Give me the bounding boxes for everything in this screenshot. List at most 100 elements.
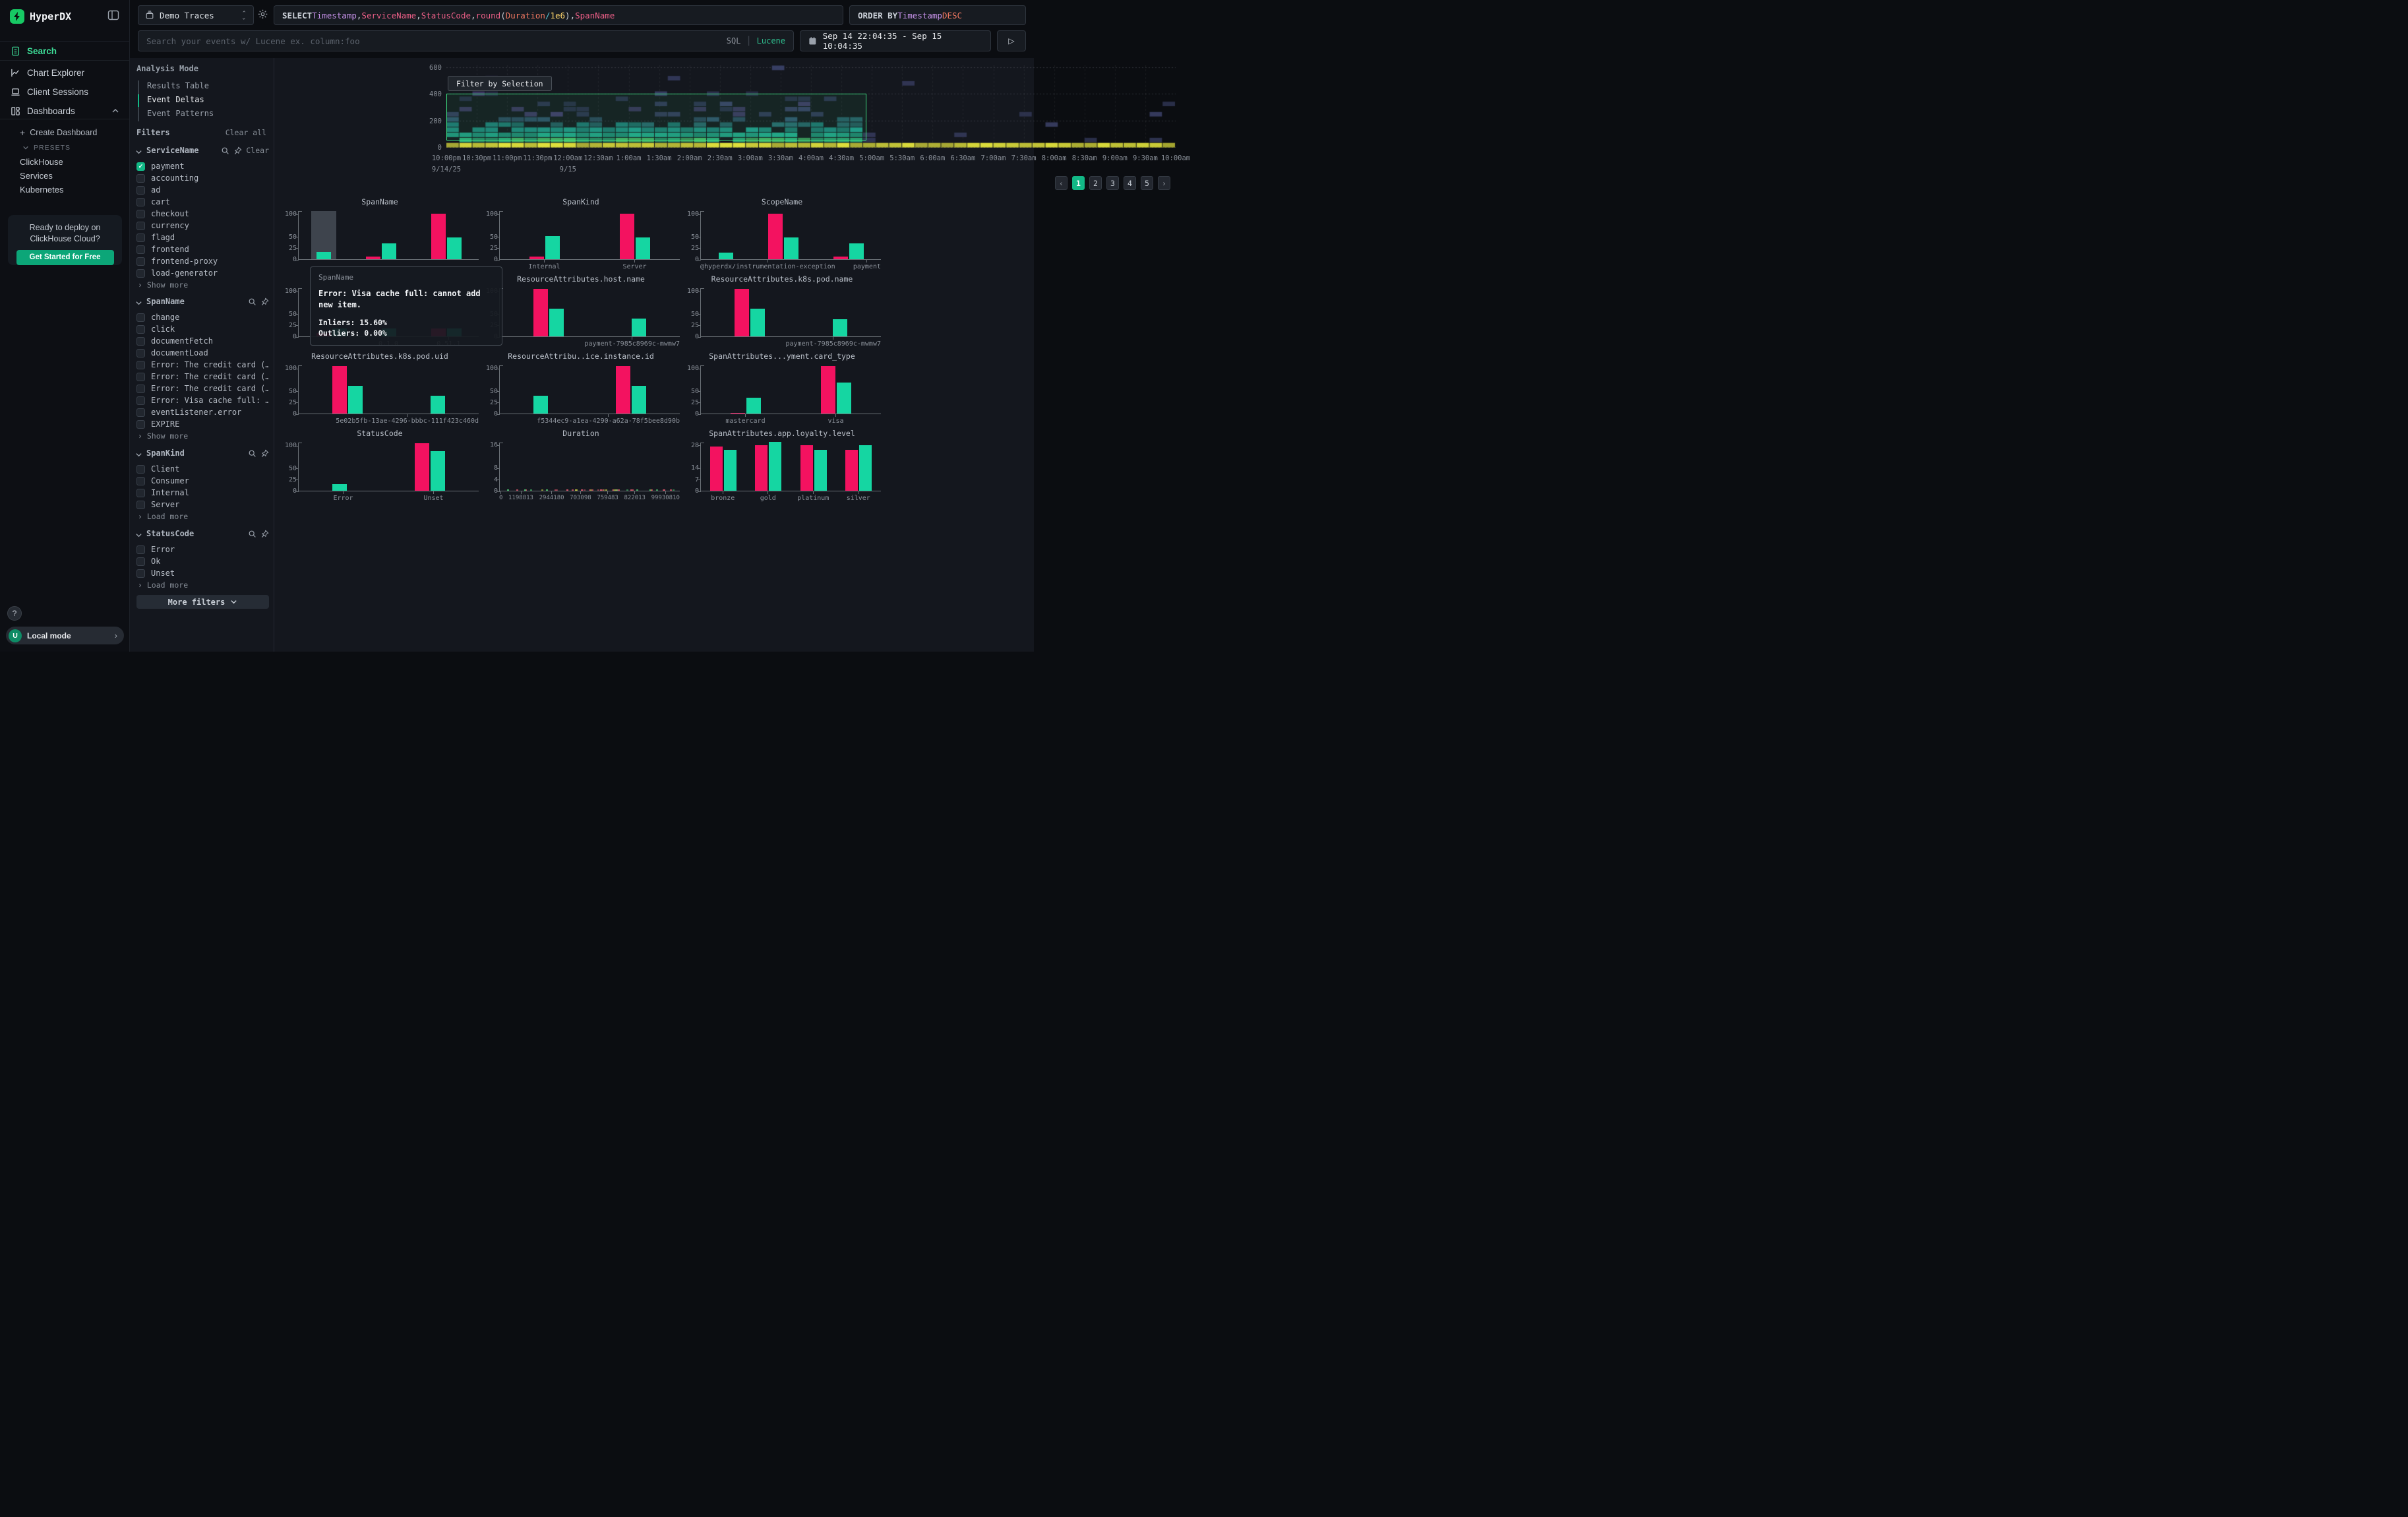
filter-option-error-the-credit-card-[interactable]: Error: The credit card (… xyxy=(136,371,268,383)
search-icon[interactable] xyxy=(248,297,256,306)
checkbox[interactable] xyxy=(136,396,145,405)
bar-group[interactable] xyxy=(763,211,804,259)
show-more-spanname[interactable]: › Show more xyxy=(138,431,263,442)
sidebar-item-search[interactable]: Search xyxy=(0,41,130,61)
help-button[interactable]: ? xyxy=(7,606,22,621)
bar-group[interactable] xyxy=(816,365,857,414)
checkbox[interactable] xyxy=(136,269,145,278)
get-started-button[interactable]: Get Started for Free xyxy=(16,250,114,265)
inlier-bar[interactable] xyxy=(769,442,781,491)
inlier-bar[interactable] xyxy=(533,396,548,414)
filter-option-error-the-credit-card-[interactable]: Error: The credit card (… xyxy=(136,383,268,394)
bar-group[interactable] xyxy=(426,211,467,259)
chart-plot-area[interactable] xyxy=(700,211,881,260)
run-query-button[interactable]: ▷ xyxy=(997,30,1026,51)
pagination-page-2[interactable]: 2 xyxy=(1089,176,1102,190)
presets-toggle[interactable]: PRESETS xyxy=(0,140,130,155)
checkbox[interactable] xyxy=(136,198,145,206)
checkbox[interactable] xyxy=(136,233,145,242)
bar-group[interactable] xyxy=(729,288,770,336)
filter-option-eventlistener-error[interactable]: eventListener.error xyxy=(136,406,268,418)
create-dashboard-button[interactable]: + Create Dashboard xyxy=(0,125,130,140)
outlier-bar[interactable] xyxy=(415,443,429,491)
inlier-bar[interactable] xyxy=(348,386,363,414)
pagination-page-5[interactable]: 5 xyxy=(1141,176,1153,190)
inlier-bar[interactable] xyxy=(545,236,560,259)
bar-group[interactable] xyxy=(615,211,655,259)
inlier-bar[interactable] xyxy=(750,309,765,336)
sidebar-item-chart-explorer[interactable]: Chart Explorer xyxy=(0,64,130,81)
filter-option-internal[interactable]: Internal xyxy=(136,487,268,499)
chart-plot-area[interactable] xyxy=(700,443,881,491)
inlier-bar[interactable] xyxy=(784,237,798,259)
checkbox[interactable] xyxy=(136,257,145,266)
chart-plot-area[interactable] xyxy=(499,211,680,260)
chart-plot-area[interactable] xyxy=(700,365,881,414)
inlier-bar[interactable] xyxy=(549,309,564,336)
chart-plot-area[interactable] xyxy=(298,365,479,414)
pagination-page-4[interactable]: 4 xyxy=(1124,176,1136,190)
bar-group[interactable] xyxy=(327,443,352,491)
filter-option-click[interactable]: click xyxy=(136,323,268,335)
filter-option-server[interactable]: Server xyxy=(136,499,268,511)
inlier-bar[interactable] xyxy=(746,398,761,414)
inlier-bar[interactable] xyxy=(833,319,847,336)
show-more-spankind[interactable]: › Load more xyxy=(138,512,263,522)
chart-plot-area[interactable] xyxy=(700,288,881,337)
order-by-input[interactable]: ORDER BY Timestamp DESC xyxy=(849,5,1026,25)
checkbox[interactable] xyxy=(136,385,145,393)
chart-plot-area[interactable] xyxy=(499,288,680,337)
analysis-mode-option-event-deltas[interactable]: Event Deltas xyxy=(147,93,270,107)
sidebar-collapse-icon[interactable] xyxy=(107,9,121,22)
clear-filter-button[interactable]: Clear xyxy=(246,146,269,155)
inlier-bar[interactable] xyxy=(382,243,396,259)
outlier-bar[interactable] xyxy=(845,450,858,491)
filter-option-frontend[interactable]: frontend xyxy=(136,243,268,255)
search-icon[interactable] xyxy=(221,146,229,155)
inlier-bar[interactable] xyxy=(837,383,851,414)
bar-group[interactable] xyxy=(713,211,738,259)
inlier-bar[interactable] xyxy=(316,252,331,259)
filter-option-error-the-credit-card-[interactable]: Error: The credit card (… xyxy=(136,359,268,371)
filter-option-currency[interactable]: currency xyxy=(136,220,268,232)
chart-plot-area[interactable] xyxy=(298,211,479,260)
chevron-down-icon[interactable] xyxy=(135,147,142,154)
search-input[interactable] xyxy=(146,36,720,46)
checkbox[interactable] xyxy=(136,349,145,357)
checkbox[interactable] xyxy=(136,186,145,195)
bar-group[interactable] xyxy=(750,443,787,491)
sidebar-item-client-sessions[interactable]: Client Sessions xyxy=(0,83,130,100)
lucene-toggle[interactable]: Lucene xyxy=(757,36,785,46)
inlier-bar[interactable] xyxy=(859,445,872,491)
inlier-bar[interactable] xyxy=(332,484,347,491)
inlier-bar[interactable] xyxy=(814,450,827,491)
pagination-page-1[interactable]: 1 xyxy=(1072,176,1085,190)
more-filters-button[interactable]: More filters xyxy=(136,595,269,609)
filter-option-documentload[interactable]: documentLoad xyxy=(136,347,268,359)
bar-group[interactable] xyxy=(828,211,869,259)
outlier-bar[interactable] xyxy=(768,214,783,259)
filter-option-change[interactable]: change xyxy=(136,311,268,323)
outlier-bar[interactable] xyxy=(800,445,813,491)
filter-option-error[interactable]: Error xyxy=(136,543,268,555)
checkbox[interactable]: ✓ xyxy=(136,162,145,171)
outlier-bar[interactable] xyxy=(735,289,749,336)
checkbox[interactable] xyxy=(136,174,145,183)
filter-option-flagd[interactable]: flagd xyxy=(136,232,268,243)
checkbox[interactable] xyxy=(136,210,145,218)
outlier-bar[interactable] xyxy=(710,447,723,491)
checkbox[interactable] xyxy=(136,373,145,381)
inlier-bar[interactable] xyxy=(632,319,646,336)
chart-plot-area[interactable] xyxy=(499,443,680,491)
inlier-bar[interactable] xyxy=(431,451,445,491)
sidebar-item-kubernetes[interactable]: Kubernetes xyxy=(0,182,130,197)
chart-plot-area[interactable] xyxy=(499,365,680,414)
bar-group[interactable] xyxy=(409,443,450,491)
show-more-statuscode[interactable]: › Load more xyxy=(138,580,263,591)
filter-option-ad[interactable]: ad xyxy=(136,184,268,196)
pagination-page-3[interactable]: 3 xyxy=(1106,176,1119,190)
filter-option-checkout[interactable]: checkout xyxy=(136,208,268,220)
bar-group[interactable] xyxy=(311,211,336,259)
bar-group[interactable] xyxy=(725,365,766,414)
outlier-bar[interactable] xyxy=(755,445,768,491)
